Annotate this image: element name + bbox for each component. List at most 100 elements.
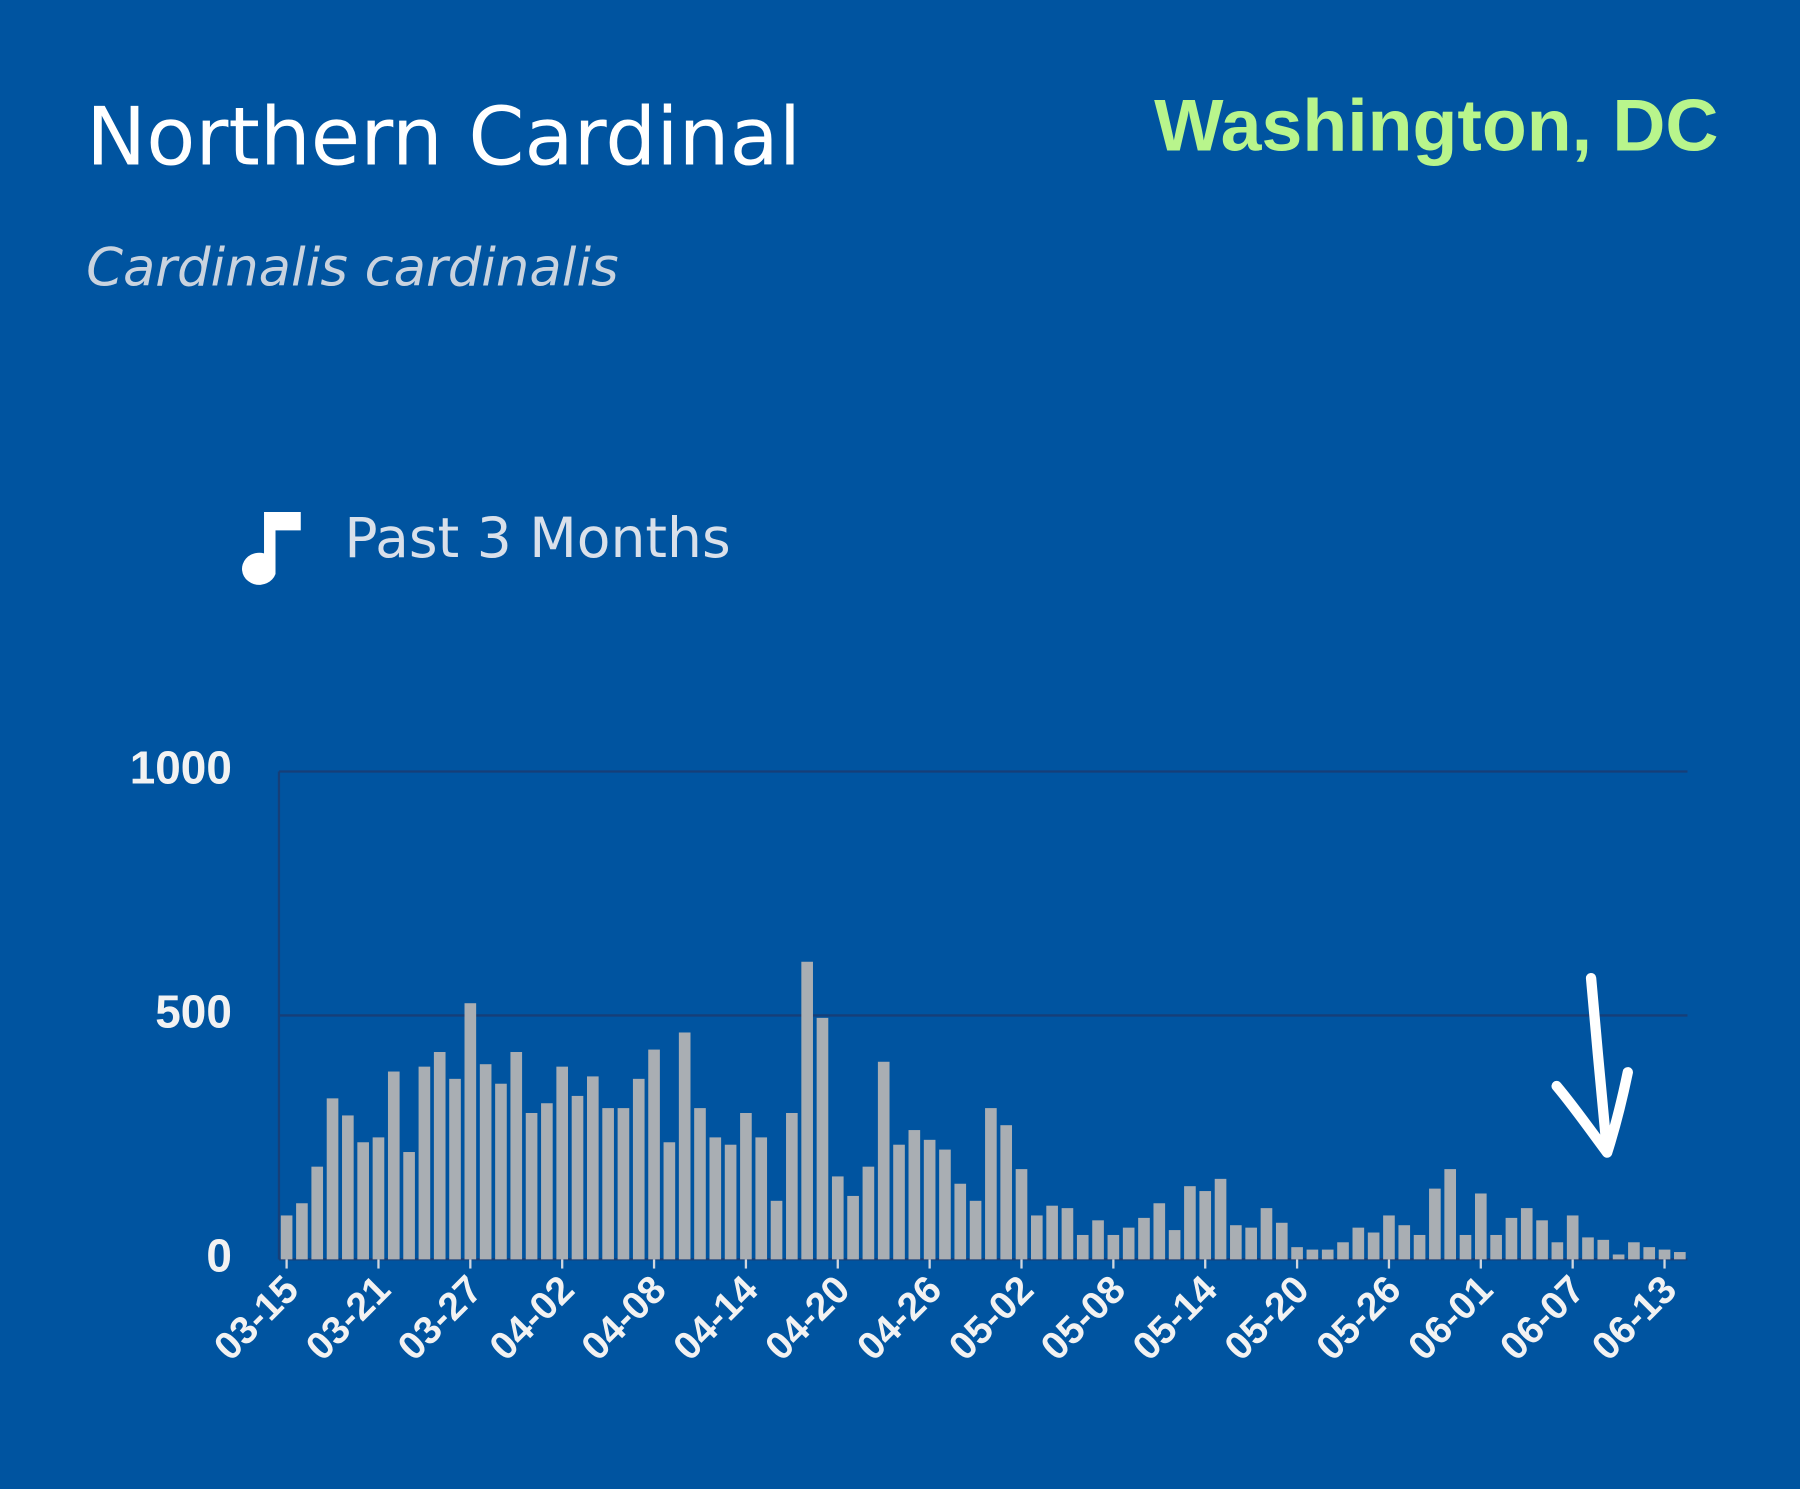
bar <box>1306 1249 1319 1260</box>
bar <box>709 1137 722 1260</box>
bar <box>1520 1208 1533 1260</box>
bar <box>1429 1188 1441 1260</box>
music-icon <box>242 512 301 585</box>
bar <box>479 1064 492 1260</box>
bar <box>1398 1225 1411 1260</box>
bar <box>296 1203 308 1260</box>
bar <box>495 1083 507 1260</box>
bar <box>510 1052 523 1260</box>
location: Washington, DC <box>1154 83 1718 166</box>
bar <box>357 1142 369 1260</box>
bar <box>1230 1225 1242 1260</box>
bar <box>342 1115 354 1260</box>
bar <box>387 1071 400 1260</box>
y-tick-label: 500 <box>155 986 232 1038</box>
bar <box>1214 1178 1227 1260</box>
bar <box>632 1078 645 1260</box>
bar <box>464 1003 477 1260</box>
bar <box>724 1144 737 1260</box>
bar <box>1015 1169 1028 1260</box>
subtitle: Cardinalis cardinalis <box>86 238 618 299</box>
bar <box>1658 1249 1671 1260</box>
bar <box>786 1112 798 1260</box>
bar <box>418 1066 431 1260</box>
y-tick-label: 0 <box>206 1229 232 1281</box>
bar <box>326 1098 339 1260</box>
bar <box>449 1078 461 1260</box>
bar <box>801 961 813 1260</box>
bar <box>1551 1242 1564 1260</box>
bar <box>694 1108 706 1260</box>
bar <box>1122 1227 1135 1260</box>
bar <box>1321 1249 1334 1260</box>
bar <box>678 1032 691 1260</box>
bar <box>1536 1220 1548 1260</box>
bar <box>1245 1227 1257 1260</box>
bar <box>602 1108 614 1260</box>
bar <box>1199 1191 1212 1260</box>
bar <box>556 1066 569 1260</box>
bar <box>1674 1252 1686 1260</box>
bar <box>877 1061 890 1260</box>
bar <box>969 1200 982 1260</box>
bar <box>985 1108 997 1260</box>
bar <box>1184 1186 1196 1260</box>
bar <box>1076 1234 1089 1260</box>
bar <box>1046 1205 1058 1260</box>
bar <box>403 1152 415 1260</box>
title: Northern Cardinal <box>86 89 801 183</box>
bar <box>1000 1125 1013 1260</box>
bar <box>1107 1234 1120 1260</box>
bar <box>1352 1227 1365 1260</box>
bar <box>433 1052 446 1260</box>
bar <box>862 1166 875 1260</box>
bar <box>1138 1217 1150 1260</box>
bar <box>831 1176 844 1260</box>
bar <box>1337 1242 1349 1260</box>
bar <box>816 1017 829 1260</box>
bar <box>1061 1208 1074 1260</box>
bar <box>648 1049 660 1260</box>
bar <box>954 1183 967 1260</box>
bar <box>1643 1247 1656 1260</box>
bar <box>1092 1220 1104 1260</box>
bar <box>311 1166 324 1260</box>
bar <box>1413 1234 1426 1260</box>
bar <box>755 1137 768 1260</box>
bar <box>1367 1232 1380 1260</box>
bar <box>571 1095 584 1260</box>
bar <box>740 1112 752 1260</box>
bar <box>1597 1239 1610 1260</box>
bar <box>908 1130 921 1260</box>
bar <box>372 1137 385 1260</box>
bar <box>1383 1215 1395 1260</box>
bar <box>893 1144 905 1260</box>
bar <box>1260 1208 1273 1260</box>
bar <box>1459 1234 1472 1260</box>
bar <box>1505 1217 1518 1260</box>
bar <box>923 1139 936 1260</box>
bar <box>1582 1237 1594 1260</box>
bar <box>847 1195 859 1260</box>
bar <box>1153 1203 1166 1260</box>
bar <box>1628 1242 1640 1260</box>
bar <box>1030 1215 1043 1260</box>
bar <box>541 1103 553 1260</box>
bar <box>1612 1254 1625 1260</box>
bar <box>770 1200 783 1260</box>
bar <box>1566 1215 1579 1260</box>
bar <box>1444 1169 1457 1260</box>
bar <box>1275 1222 1288 1260</box>
bar <box>1490 1234 1502 1260</box>
y-tick-label: 1000 <box>130 742 232 794</box>
arrow-annotation <box>1551 972 1633 1158</box>
bar <box>663 1142 676 1260</box>
bar <box>1474 1193 1487 1260</box>
bar <box>939 1149 951 1260</box>
bar <box>586 1076 599 1260</box>
period-label: Past 3 Months <box>344 506 730 570</box>
bar <box>1168 1230 1181 1260</box>
